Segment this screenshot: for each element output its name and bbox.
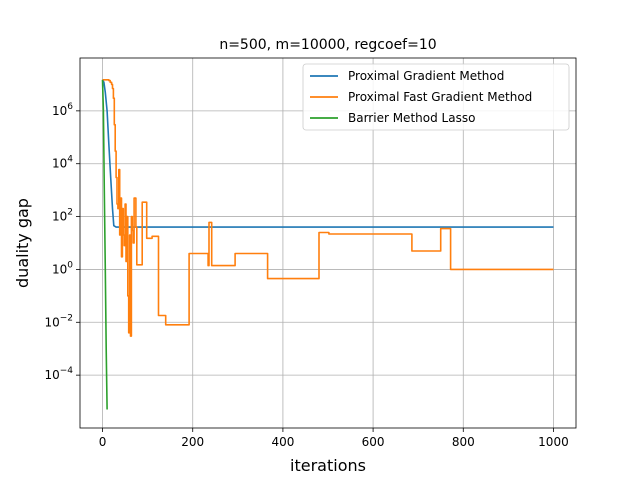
y-tick-label: 102 <box>52 208 73 224</box>
legend-box <box>302 63 570 131</box>
series-layer <box>101 79 554 410</box>
x-tick-label: 0 <box>99 435 107 449</box>
y-axis-ticks: 10−4 10−2 100 102 104 106 <box>44 102 80 382</box>
y-tick-label: 10−2 <box>44 313 73 329</box>
x-tick-label: 800 <box>452 435 475 449</box>
series-proximal-fast-gradient-line <box>102 79 554 337</box>
y-tick-label: 100 <box>52 260 73 276</box>
plot-frame <box>79 57 577 429</box>
grid-lines <box>80 58 576 428</box>
plot-area <box>101 79 554 410</box>
x-axis-ticks: 0 200 400 600 800 1000 <box>99 428 569 449</box>
legend: Proximal Gradient Method Proximal Fast G… <box>302 63 570 131</box>
y-axis-label: duality gap <box>13 198 32 288</box>
x-tick-label: 1000 <box>538 435 569 449</box>
x-axis-label: iterations <box>290 456 366 475</box>
legend-label-proximal-gradient: Proximal Gradient Method <box>348 69 504 83</box>
x-tick-label: 600 <box>362 435 385 449</box>
legend-label-proximal-fast-gradient: Proximal Fast Gradient Method <box>348 90 532 104</box>
legend-label-barrier-method: Barrier Method Lasso <box>348 111 475 125</box>
x-tick-label: 200 <box>181 435 204 449</box>
series-barrier-method-line <box>101 79 108 410</box>
y-tick-label: 104 <box>52 155 73 171</box>
x-tick-label: 400 <box>271 435 294 449</box>
y-tick-label: 10−4 <box>44 366 73 382</box>
y-tick-label: 106 <box>52 102 73 118</box>
chart-title: n=500, m=10000, regcoef=10 <box>219 37 436 53</box>
